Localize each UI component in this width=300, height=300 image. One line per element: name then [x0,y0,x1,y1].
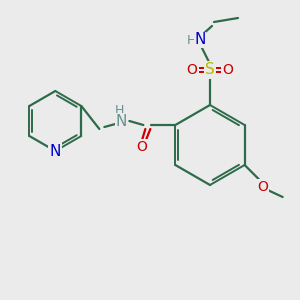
Text: O: O [136,140,147,154]
Text: N: N [50,143,61,158]
Text: O: O [187,63,197,77]
Text: N: N [116,113,127,128]
Text: H: H [115,103,124,116]
Text: O: O [223,63,233,77]
Text: O: O [257,180,268,194]
Text: H: H [186,34,196,46]
Text: N: N [194,32,206,47]
Text: S: S [205,62,215,77]
